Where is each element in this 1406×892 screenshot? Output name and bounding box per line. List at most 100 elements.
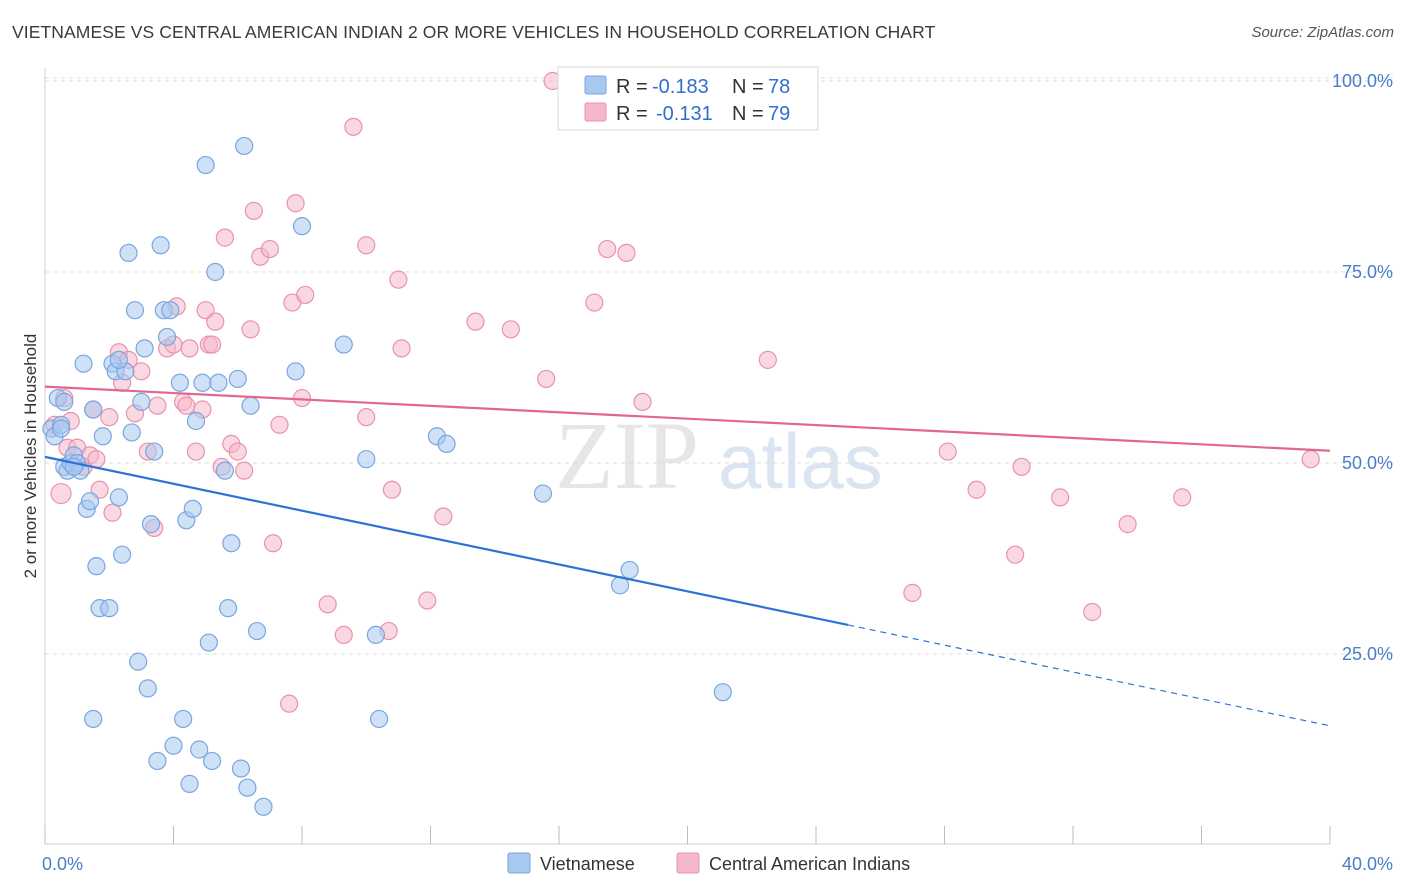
data-point (617, 243, 636, 262)
data-point (280, 694, 299, 713)
data-point (177, 396, 196, 415)
data-point (196, 155, 215, 175)
data-point (125, 301, 145, 320)
data-point (174, 709, 193, 729)
y-tick-label: 100.0% (1332, 71, 1393, 91)
data-point (112, 545, 132, 564)
data-point (132, 392, 151, 411)
data-point (241, 320, 260, 339)
data-point (292, 217, 312, 236)
watermark-atlas: atlas (718, 417, 883, 505)
legend-swatch-central-american-indians (676, 852, 700, 874)
data-point (219, 599, 238, 618)
data-point (51, 419, 71, 438)
data-point (537, 369, 556, 389)
data-point (87, 557, 106, 576)
legend-n-value-2: 79 (768, 103, 790, 125)
data-point (1051, 488, 1070, 507)
data-point (357, 236, 376, 255)
data-point (366, 625, 385, 645)
data-point (296, 285, 315, 305)
data-point (109, 488, 128, 507)
data-point (437, 434, 456, 453)
data-point (1301, 450, 1320, 469)
axes (44, 68, 1331, 845)
data-point (1006, 545, 1025, 564)
data-point (318, 595, 337, 614)
legend-series: Vietnamese Central American Indians (507, 852, 910, 874)
data-point (263, 534, 283, 553)
data-point (148, 751, 167, 771)
data-point (87, 450, 106, 469)
data-point (967, 480, 986, 499)
data-point (231, 759, 251, 778)
trend-line-vietnamese (44, 455, 849, 627)
data-point (466, 312, 485, 331)
data-point (206, 262, 225, 282)
data-point (418, 591, 437, 610)
data-point (633, 392, 652, 411)
watermark-zip: ZIP (555, 402, 699, 509)
data-point (157, 327, 177, 347)
data-point (193, 373, 212, 392)
trend-line-central-american-indians (44, 385, 1331, 452)
data-point (334, 335, 353, 354)
source-label: Source: ZipAtlas.com (1251, 24, 1394, 41)
data-point (170, 373, 190, 392)
data-point (55, 392, 74, 411)
data-point (183, 499, 202, 518)
data-point (713, 683, 732, 702)
x-tick-label-left: 0.0% (42, 854, 83, 874)
data-point (145, 442, 164, 461)
data-point (103, 503, 122, 522)
data-point (135, 339, 154, 358)
legend-n-value-1: 78 (768, 76, 790, 98)
data-point (286, 194, 305, 213)
series-central-american-indians (45, 71, 1320, 713)
legend-correlation: R = -0.183 N = 78 R = -0.131 N = 79 (557, 66, 819, 131)
x-tick-label-right: 40.0% (1342, 854, 1393, 874)
y-tick-label: 25.0% (1342, 644, 1393, 664)
series-vietnamese (42, 136, 732, 816)
data-point (247, 621, 267, 641)
y-axis-label: 2 or more Vehicles in Household (21, 334, 40, 579)
data-point (190, 740, 209, 759)
data-point (93, 427, 112, 446)
data-point (164, 736, 183, 755)
data-point (238, 778, 257, 797)
data-point (1118, 515, 1137, 534)
data-point (1083, 602, 1102, 622)
data-point (758, 350, 777, 369)
legend-r-label-1: R = (616, 76, 648, 98)
data-point (241, 396, 260, 415)
data-point (585, 293, 604, 312)
data-point (938, 442, 957, 461)
data-point (180, 339, 199, 358)
data-point (533, 484, 553, 503)
data-point (334, 625, 353, 645)
data-point (119, 243, 138, 262)
data-point (357, 450, 376, 469)
data-point (215, 228, 234, 247)
data-point (222, 534, 241, 553)
trend-line-vietnamese-extension (848, 624, 1331, 727)
data-point (206, 312, 225, 331)
data-point (344, 117, 363, 136)
data-point (199, 633, 218, 652)
legend-swatch-pink (584, 102, 607, 122)
data-point (74, 354, 93, 373)
data-point (209, 373, 228, 392)
legend-swatch-vietnamese (507, 852, 531, 874)
data-point (84, 400, 103, 419)
data-point (1012, 457, 1031, 476)
data-point (148, 396, 167, 415)
data-point (180, 774, 199, 793)
data-point (244, 201, 263, 220)
legend-n-label-2: N = (732, 103, 764, 125)
data-point (122, 423, 141, 442)
data-point (1173, 488, 1192, 507)
data-point (392, 339, 411, 358)
data-point (138, 679, 157, 698)
data-point (235, 461, 254, 480)
